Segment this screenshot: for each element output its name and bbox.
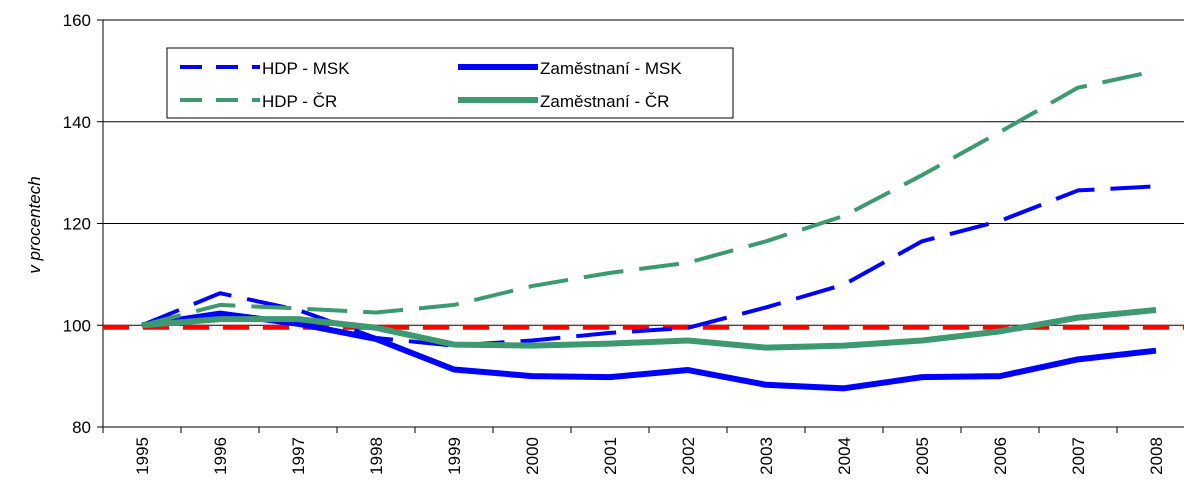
x-tick-label: 2007 [1069, 437, 1088, 475]
series-line [141, 184, 1157, 348]
x-tick-label: 1996 [211, 437, 230, 475]
series-line [141, 68, 1157, 328]
x-tick-label: 2002 [679, 437, 698, 475]
series-line [141, 307, 1157, 351]
x-tick-label: 2004 [835, 437, 854, 475]
legend-box [166, 47, 734, 119]
x-tick-label: 2000 [523, 437, 542, 475]
y-tick-label: 80 [72, 418, 91, 437]
x-tick-label: 2006 [991, 437, 1010, 475]
x-tick-label: 1998 [367, 437, 386, 475]
x-tick-label: 2005 [913, 437, 932, 475]
x-tick-label: 1995 [133, 437, 152, 475]
y-axis-label: v procentech [25, 176, 44, 273]
x-tick-label: 2003 [757, 437, 776, 475]
y-tick-label: 120 [63, 215, 91, 234]
legend-label: HDP - ČR [262, 92, 337, 111]
legend-label: Zaměstnaní - ČR [540, 92, 669, 111]
y-tick-label: 160 [63, 11, 91, 30]
x-tick-label: 2008 [1147, 437, 1166, 475]
x-tick-label: 1997 [289, 437, 308, 475]
legend-label: Zaměstnaní - MSK [540, 59, 682, 78]
legend-label: HDP - MSK [262, 59, 350, 78]
x-tick-label: 2001 [601, 437, 620, 475]
series-line [141, 310, 1157, 392]
y-tick-label: 100 [63, 316, 91, 335]
y-tick-label: 140 [63, 113, 91, 132]
x-tick-label: 1999 [445, 437, 464, 475]
